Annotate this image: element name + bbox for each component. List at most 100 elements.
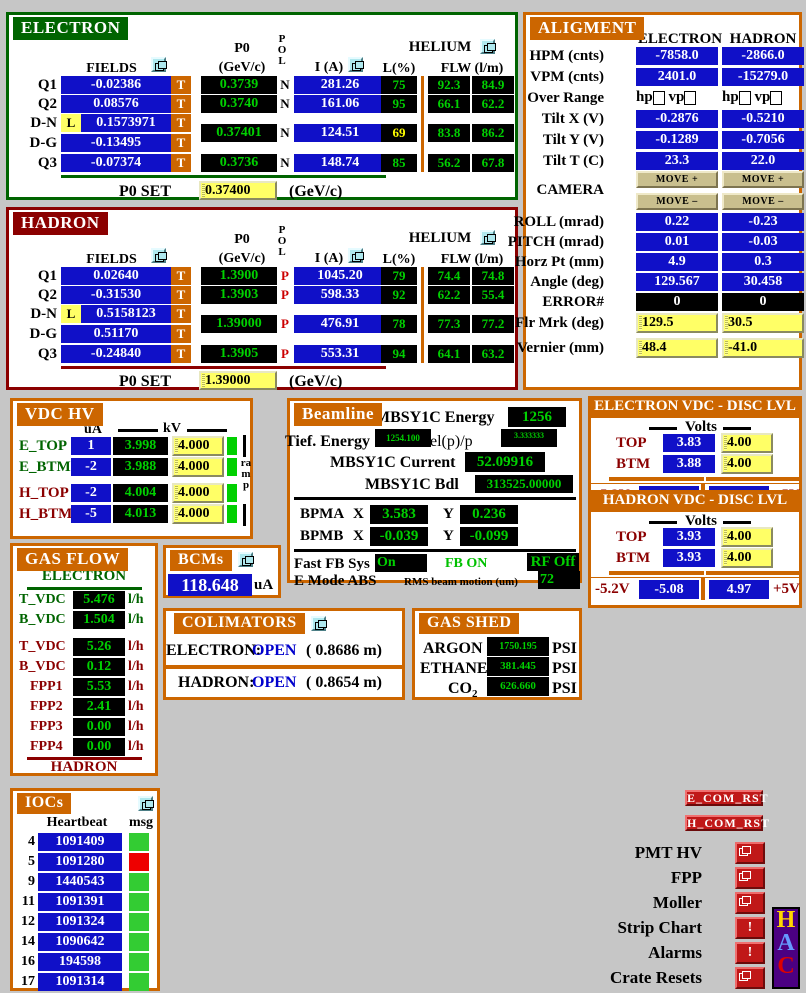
electron-fields-header: FIELDS [86,61,137,76]
electron-field-q2[interactable]: 0.08576 [61,95,171,113]
hadron-lpct-q2: 92 [381,286,417,304]
hadron-row-label-q2: Q2 [37,287,57,303]
electron-p0set-input[interactable]: 0.37400 [199,181,277,200]
vdc-hv-set-e-btm[interactable]: 4.000 [172,457,224,477]
ioc-heartbeat-17: 1091314 [38,973,122,991]
ioc-heartbeat-16: 194598 [38,953,122,971]
electron-panel-title: ELECTRON [13,17,129,40]
camera-move-plus-hadron[interactable]: MOVE + [722,171,804,188]
alignment-tilty-electron: -0.1289 [636,131,718,149]
bcm-window-icon[interactable] [238,552,254,567]
alignment-vp-checkbox-electron[interactable] [684,90,697,105]
beamline-energy-label: MBSY1C Energy [375,409,495,426]
electron-current-q3: 148.74 [294,154,386,172]
ioc-id-17: 17 [21,974,35,989]
hadron-field-dg[interactable]: 0.51170 [61,325,171,343]
hadron-field-q2[interactable]: -0.31530 [61,286,171,304]
bcm-value: 118.648 [168,574,252,596]
h-com-rst-button[interactable]: H_COM_RST [685,815,771,831]
vdc-hv-status-e-top [227,437,237,455]
camera-move-minus-electron[interactable]: MOVE – [636,193,718,210]
hadron-field-dn[interactable]: 0.5158123 [81,305,171,323]
hadron-lpct-q1: 79 [381,267,417,285]
alarms-alert-icon[interactable]: ! [735,942,765,964]
hadron-tag-dn: L [61,305,81,323]
gas-flow-panel: GAS FLOW ELECTRON T_VDC 5.476 l/h B_VDC … [10,543,158,776]
alignment-label-horz-pt: Horz Pt (mm) [514,254,604,270]
electron-fields-window-icon[interactable] [151,57,167,72]
vdc-hv-kv-e-top: 3.998 [113,437,168,455]
ioc-id-4: 4 [28,834,35,849]
e-com-rst-button[interactable]: E_COM_RST [685,790,769,806]
vdc-hv-set-h-btm[interactable]: 4.000 [172,504,224,524]
alignment-vernier-hadron[interactable]: -41.0 [722,338,804,358]
hadron-row-label-dg: D-G [29,326,58,342]
electron-helium-divider [421,76,424,172]
pmt-hv-window-icon[interactable] [735,842,765,864]
alignment-tiltx-hadron: -0.5210 [722,110,804,128]
hadron-lpct-dn: 78 [381,315,417,333]
electron-vdc-disc-title-bar [588,396,802,418]
vdc-hv-ua-e-top: 1 [71,437,111,455]
electron-lpct-q1: 75 [381,76,417,94]
vdc-hv-set-h-top[interactable]: 4.000 [172,483,224,503]
hvdc-set-top[interactable]: 4.00 [721,527,773,547]
gas-flow-electron-header: ELECTRON [41,568,127,584]
alignment-vp-checkbox-hadron[interactable] [770,90,783,105]
evdc-set-top[interactable]: 4.00 [721,433,773,453]
hag-logo[interactable]: H A C [772,907,800,989]
gas-flow-panel-title: GAS FLOW [17,548,129,571]
electron-current-window-icon[interactable] [348,57,364,72]
hadron-helium-header: HELIUM [408,230,472,246]
electron-p0-dn: 0.37401 [201,124,277,142]
hadron-helium-divider [421,267,424,363]
electron-field-q1[interactable]: -0.02386 [61,76,171,94]
gas-flow-unit-h-b-vdc: l/h [128,659,144,674]
hadron-p0set-input[interactable]: 1.39000 [199,371,277,390]
alignment-label-over-range: Over Range [527,90,604,106]
hvdc-volts-rule-r [723,521,751,524]
camera-move-minus-hadron[interactable]: MOVE – [722,193,804,210]
alignment-flrmrk-electron[interactable]: 129.5 [636,313,718,333]
ioc-row-9: 9 1440543 [13,873,157,892]
iocs-window-icon[interactable] [138,796,154,811]
hvdc-value-top: 3.93 [663,528,715,546]
vdc-hv-set-e-top[interactable]: 4.000 [172,436,224,456]
hadron-flw-header: FLW (l/m) [440,252,504,267]
hadron-fields-window-icon[interactable] [151,248,167,263]
moller-window-icon[interactable] [735,892,765,914]
alignment-hp-checkbox-hadron[interactable] [738,90,751,105]
colimators-window-icon[interactable] [311,616,327,631]
electron-field-dn[interactable]: 0.1573971 [81,114,171,132]
ioc-heartbeat-5: 1091280 [38,853,122,871]
beamline-rf-off-status: RF Off [527,553,579,571]
hadron-helium-window-icon[interactable] [480,230,496,245]
electron-vdc-disc-title: ELECTRON VDC - DISC LVL [594,398,796,414]
electron-current-dn: 124.51 [294,124,386,142]
evdc-rule-right [706,477,801,481]
gas-shed-label-ethane: ETHANE [420,660,488,677]
evdc-set-btm[interactable]: 4.00 [721,454,773,474]
beamline-divider-1 [294,497,576,500]
hadron-p0-header: P0 [234,232,250,247]
beamline-bpmb-y-value: -0.099 [460,527,518,546]
electron-helium-window-icon[interactable] [480,39,496,54]
hadron-pol-header-l: L [278,246,286,258]
alignment-flrmrk-hadron[interactable]: 30.5 [722,313,804,333]
electron-field-q3[interactable]: -0.07374 [61,154,171,172]
hadron-field-q3[interactable]: -0.24840 [61,345,171,363]
hadron-p0set-label: P0 SET [119,373,172,390]
alignment-hp-checkbox-electron[interactable] [652,90,665,105]
hvdc-set-btm[interactable]: 4.00 [721,548,773,568]
crate-resets-window-icon[interactable] [735,967,765,989]
fpp-window-icon[interactable] [735,867,765,889]
hadron-current-window-icon[interactable] [348,248,364,263]
electron-field-dg[interactable]: -0.13495 [61,134,171,152]
camera-move-plus-electron[interactable]: MOVE + [636,171,718,188]
ioc-row-12: 12 1091324 [13,913,157,932]
hadron-field-q1[interactable]: 0.02640 [61,267,171,285]
alignment-horzpt-hadron: 0.3 [722,253,804,271]
hadron-p0-dn: 1.39000 [201,315,277,333]
strip-chart-alert-icon[interactable]: ! [735,917,765,939]
alignment-vernier-electron[interactable]: 48.4 [636,338,718,358]
